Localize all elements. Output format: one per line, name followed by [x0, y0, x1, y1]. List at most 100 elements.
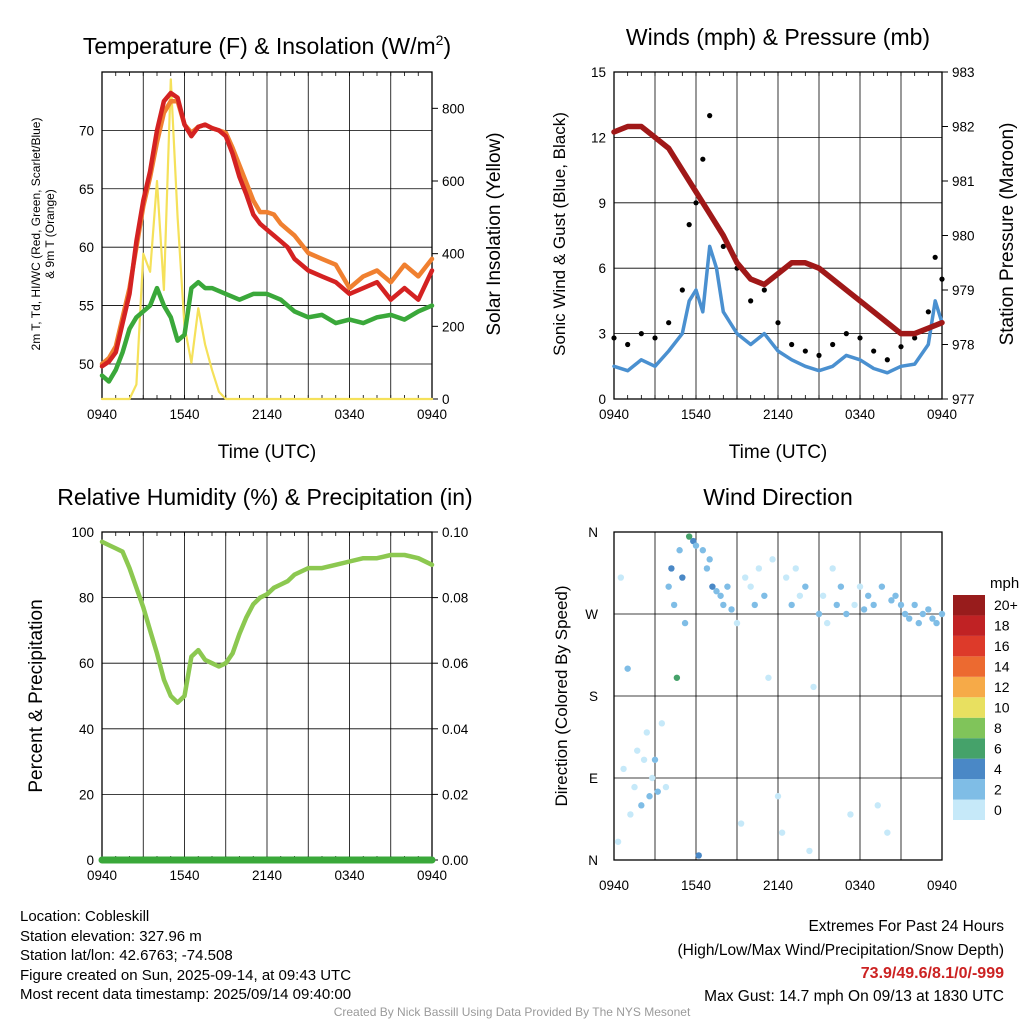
direction-point	[837, 583, 845, 590]
rh-right-tick-label: 0.08	[442, 591, 468, 606]
direction-point	[915, 619, 922, 627]
colorbar-label: 0	[994, 802, 1002, 818]
wind-frame	[613, 71, 943, 400]
temp-left-tick-label: 70	[79, 123, 94, 138]
direction-point	[774, 793, 782, 800]
colorbar-swatch	[953, 676, 985, 698]
direction-point	[685, 533, 693, 540]
colorbar-label: 20+	[994, 597, 1018, 613]
direction-point	[665, 583, 672, 590]
direction-point	[824, 619, 831, 627]
gust-point	[707, 113, 713, 119]
wind-x-tick-label: 1540	[681, 407, 711, 422]
direction-point	[884, 829, 891, 836]
direction-point	[938, 610, 946, 618]
gust-point	[679, 287, 685, 293]
direction-point	[624, 665, 631, 672]
direction-point	[617, 574, 625, 581]
direction-point	[792, 565, 799, 572]
rh-axes: 0 20 40 60 80 100 0.00 0.02 0.04 0.06 0.08 0.10 0940…	[71, 525, 468, 883]
wind-right-axis-label: Station Pressure (Maroon)	[997, 123, 1018, 346]
svg-text:2m T, Td, HI/WC (Red, Green, S: 2m T, Td, HI/WC (Red, Green, Scarlet/Blu…	[29, 118, 43, 351]
gust-point	[884, 357, 890, 363]
rh-x-tick-label: 0940	[417, 868, 447, 883]
direction-point	[737, 820, 745, 827]
temp-right-tick-label: 800	[442, 101, 465, 116]
wind-right-tick-label: 983	[952, 65, 975, 80]
direction-point	[878, 583, 886, 590]
rh-right-tick-label: 0.02	[442, 787, 468, 802]
direction-point	[713, 588, 720, 595]
sonic-wind-line	[612, 244, 944, 375]
rh-right-tick-label: 0.06	[442, 656, 468, 671]
direction-point	[627, 811, 634, 818]
wind-right-tick-label: 979	[952, 283, 975, 298]
gust-point	[700, 156, 706, 162]
temp-x-tick-label: 0940	[87, 407, 117, 422]
direction-point	[925, 606, 932, 613]
direction-point	[755, 565, 763, 572]
wind-x-tick-label: 0940	[927, 407, 957, 422]
temp-right-tick-label: 0	[442, 392, 450, 407]
gust-point	[652, 335, 658, 341]
dir-x-tick-label: 2140	[763, 878, 793, 893]
direction-point	[733, 619, 741, 627]
gust-point	[611, 335, 617, 341]
direction-point	[769, 556, 776, 563]
direction-point	[761, 592, 768, 599]
temp-x-tick-label: 0340	[334, 407, 364, 422]
colorbar-swatch	[953, 656, 985, 677]
dir-y-tick-label: N	[588, 525, 598, 540]
wind-axes: 0 3 6 9 12 15 977 978 979 980 981 982 983 0940 1540 214…	[591, 65, 975, 422]
direction-point	[662, 783, 670, 791]
temp-x-tick-label: 1540	[169, 407, 199, 422]
direction-point	[634, 747, 641, 754]
rh-right-tick-label: 0.10	[442, 525, 468, 540]
temp-x-tick-label: 2140	[252, 407, 282, 422]
wind-right-tick-label: 977	[952, 392, 975, 407]
gust-point	[789, 341, 795, 348]
direction-point	[724, 583, 731, 590]
direction-point	[676, 547, 683, 554]
colorbar-swatch	[953, 635, 985, 657]
gust-point	[802, 348, 808, 354]
gust-point	[761, 287, 767, 293]
gust-point	[857, 335, 863, 341]
temp-x-tick-label: 0940	[417, 407, 447, 422]
direction-point	[865, 592, 872, 599]
temp-axes: 50 55 60 65 70 0 200 400 600 800 0940 1540 2140 0340 0…	[79, 71, 465, 422]
direction-point	[692, 542, 700, 549]
colorbar-label: 4	[994, 761, 1002, 777]
wind-right-tick-label: 978	[952, 338, 975, 353]
temp-2m-line	[99, 90, 435, 369]
direction-point	[658, 720, 666, 727]
wind-left-axis-label: Sonic Wind & Gust (Blue, Black)	[550, 112, 569, 356]
gust-point	[775, 320, 781, 326]
station-latlon: Station lat/lon: 42.6763; -74.508	[20, 947, 233, 964]
dir-y-tick-label: E	[589, 771, 598, 786]
gust-point	[932, 254, 938, 260]
direction-point	[673, 674, 681, 681]
credit-line: Created By Nick Bassill Using Data Provi…	[333, 1005, 691, 1019]
colorbar-label: 2	[994, 781, 1002, 797]
gust-point	[939, 276, 945, 282]
direction-point	[901, 610, 909, 618]
direction-point	[796, 592, 804, 599]
rh-left-tick-label: 100	[71, 525, 94, 540]
direction-point	[699, 547, 707, 554]
direction-point	[870, 601, 877, 609]
wind-left-tick-label: 9	[598, 196, 606, 211]
colorbar-swatch	[953, 779, 985, 800]
dir-x-tick-label: 0940	[927, 878, 957, 893]
direction-point	[933, 619, 940, 627]
gust-point	[638, 331, 644, 337]
colorbar-swatch	[953, 758, 985, 780]
dir-panel-title: Wind Direction	[703, 484, 853, 510]
colorbar-label: 10	[994, 700, 1010, 716]
direction-point	[806, 847, 813, 855]
temp-x-axis-label: Time (UTC)	[218, 442, 317, 463]
max-gust: Max Gust: 14.7 mph On 09/13 at 1830 UTC	[704, 988, 1004, 1005]
colorbar-label: 16	[994, 638, 1010, 654]
